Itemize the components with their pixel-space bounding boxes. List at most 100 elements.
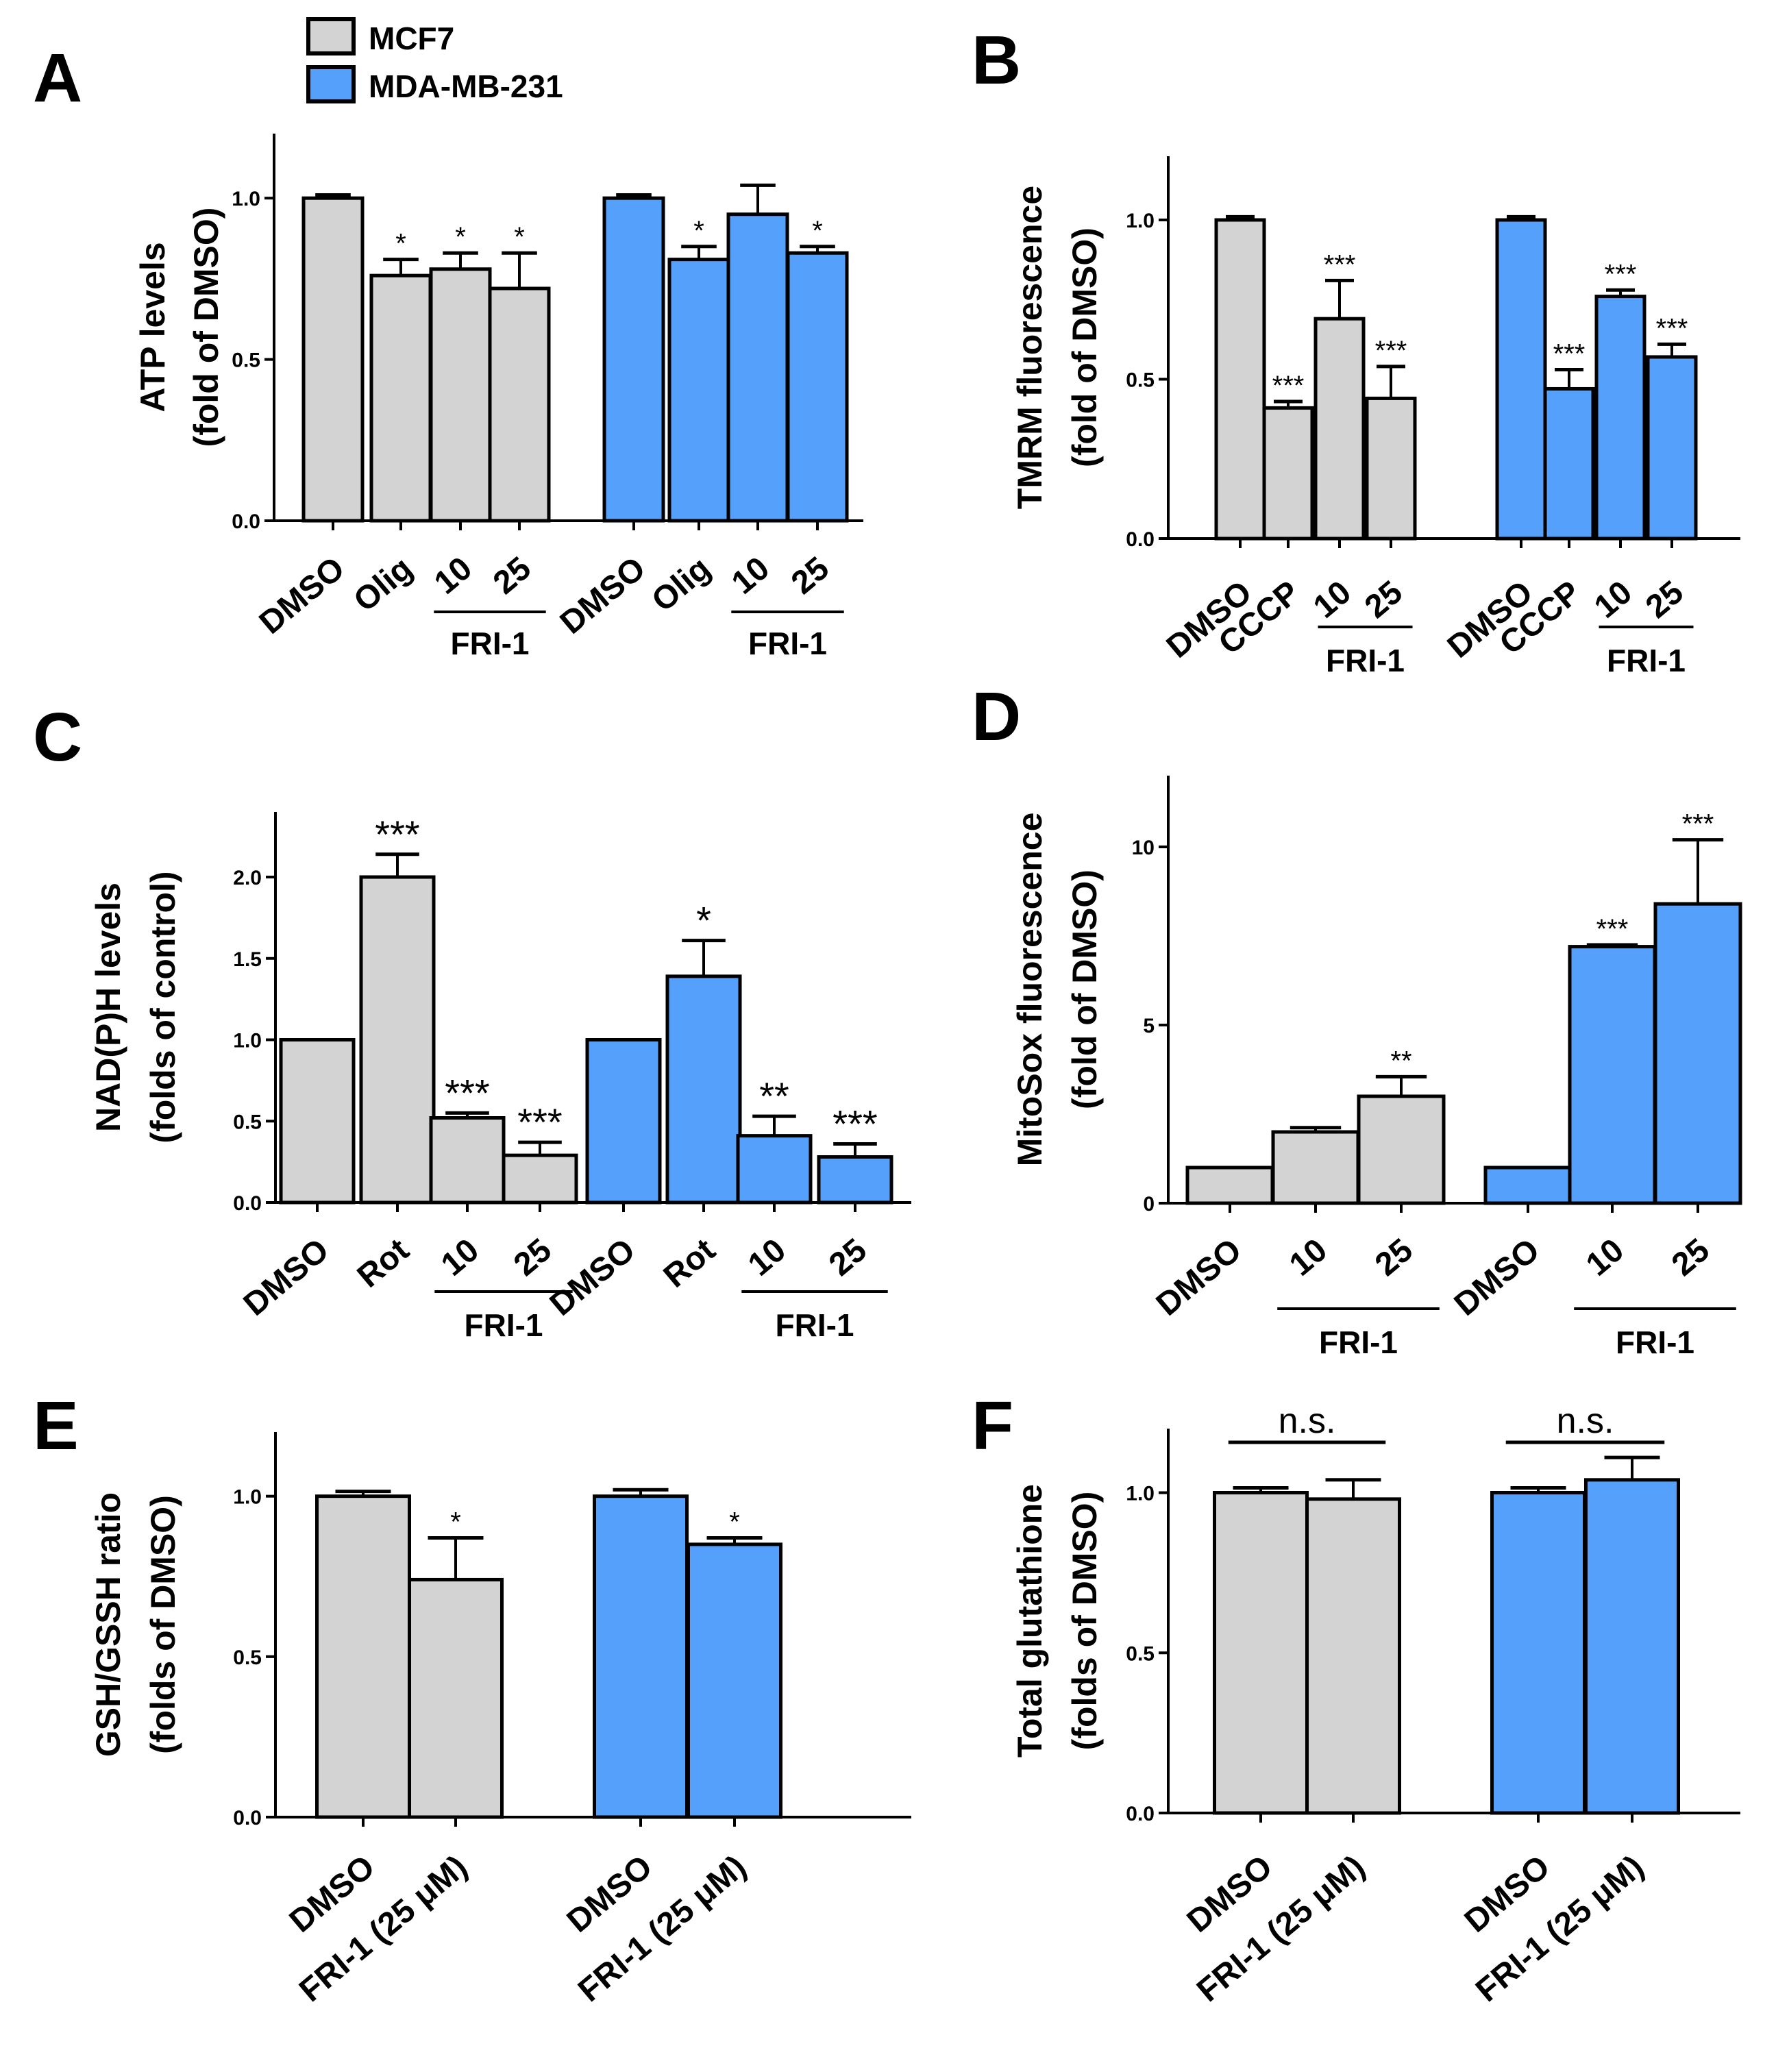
bar: [1584, 1478, 1680, 1815]
panel-letter: A: [33, 40, 82, 116]
panel-a: A 0.0 0.5 1.0 ATP levels (fold of DMSO) DMSO * O…: [33, 40, 863, 661]
significance-marker: ***: [1553, 339, 1586, 369]
y-tick-label: 1.0: [232, 188, 260, 210]
category-label: DMSO: [1448, 1232, 1546, 1323]
category-label: Rot: [657, 1232, 722, 1295]
y-tick-label: 10: [1132, 837, 1155, 859]
bar: [585, 1038, 662, 1205]
bar: [665, 974, 742, 1205]
significance-marker: *: [514, 222, 525, 252]
y-tick-label: 0.5: [233, 1646, 262, 1669]
group-label: FRI-1: [451, 626, 530, 661]
y-axis-label: (folds of control): [144, 871, 182, 1143]
category-label: DMSO: [237, 1232, 336, 1323]
y-axis-label: (folds of DMSO): [1065, 1492, 1104, 1751]
y-axis-label: (fold of DMSO): [187, 208, 225, 447]
bar: [359, 875, 436, 1205]
significance-marker: **: [759, 1074, 789, 1118]
group-label: FRI-1: [1616, 1324, 1694, 1360]
bar: [1214, 218, 1266, 541]
y-axis-label: (fold of DMSO): [1065, 227, 1104, 467]
bar: [315, 1494, 411, 1819]
y-tick-label: 0.5: [1126, 1642, 1155, 1665]
bar: [1568, 945, 1657, 1205]
bar: [602, 196, 665, 523]
panel-letter: E: [33, 1388, 79, 1464]
category-label: FRI-1 (25 μM): [1190, 1849, 1372, 2009]
panel-c: C 0.0 0.5 1.0 1.5 2.0 NAD(P)H levels (folds of …: [33, 699, 911, 1343]
bar: [429, 1116, 506, 1205]
bar: [1271, 1130, 1360, 1205]
legend-label-mcf7: MCF7: [369, 21, 454, 56]
bar: [502, 1153, 578, 1205]
y-tick-label: 1.0: [1126, 210, 1155, 232]
significance-marker: ***: [1656, 313, 1688, 343]
category-label: 25: [1665, 1232, 1716, 1283]
bar: [1262, 406, 1314, 541]
bar: [1543, 386, 1595, 541]
group-label: FRI-1: [465, 1307, 543, 1343]
category-label: 10: [741, 1232, 793, 1283]
panel-d: D 0 5 10 MitoSox fluorescence (fold of DMSO) D…: [972, 678, 1742, 1360]
y-tick-label: 0: [1143, 1193, 1155, 1216]
y-tick-label: 2.0: [233, 867, 262, 889]
category-label: 10: [1283, 1232, 1334, 1283]
bar: [736, 1134, 813, 1205]
category-label: 25: [1368, 1232, 1420, 1283]
ns-label: n.s.: [1279, 1401, 1336, 1441]
significance-marker: ***: [517, 1100, 562, 1144]
legend-swatch-mda-mb-231: [306, 65, 356, 103]
significance-marker: ***: [375, 813, 419, 856]
category-label: 25: [1358, 574, 1409, 626]
bar: [593, 1494, 689, 1819]
bar: [667, 258, 730, 523]
bar: [1185, 1166, 1274, 1205]
category-label: 25: [822, 1232, 874, 1283]
bar: [1365, 396, 1417, 541]
category-label: DMSO: [543, 1232, 642, 1323]
bar: [687, 1542, 782, 1819]
significance-marker: ***: [1272, 371, 1305, 401]
category-label: 10: [1307, 574, 1358, 626]
significance-marker: ***: [1596, 914, 1629, 944]
bar: [1213, 1491, 1309, 1815]
significance-marker: *: [812, 216, 823, 246]
category-label: 25: [507, 1232, 558, 1283]
y-tick-label: 5: [1143, 1015, 1155, 1037]
category-label: FRI-1 (25 μM): [1469, 1849, 1651, 2009]
panel-letter: D: [972, 678, 1021, 755]
bar: [786, 251, 849, 523]
group-label: FRI-1: [1319, 1324, 1398, 1360]
significance-marker: ***: [1324, 249, 1356, 280]
bar: [817, 1155, 893, 1205]
bar: [1483, 1166, 1572, 1205]
category-label: 25: [486, 550, 538, 602]
y-tick-label: 0.5: [232, 349, 260, 372]
category-label: 10: [428, 550, 479, 602]
panel-b: B 0.0 0.5 1.0 TMRM fluorescence (fold of DMSO…: [972, 22, 1740, 678]
category-label: FRI-1 (25 μM): [293, 1849, 474, 2009]
ns-label: n.s.: [1557, 1401, 1614, 1441]
panel-letter: C: [33, 699, 82, 776]
legend-swatch-mcf7: [306, 17, 356, 56]
bar: [369, 273, 432, 523]
panel-letter: F: [972, 1388, 1013, 1464]
group-label: FRI-1: [776, 1307, 854, 1343]
category-label: 25: [785, 550, 836, 602]
y-tick-label: 0.0: [1126, 1803, 1155, 1825]
group-label: FRI-1: [748, 626, 827, 661]
category-label: Olig: [347, 550, 420, 619]
y-tick-label: 1.0: [233, 1486, 262, 1509]
category-label: DMSO: [253, 550, 352, 641]
significance-marker: ***: [1375, 336, 1407, 366]
y-tick-label: 0.5: [233, 1111, 262, 1133]
bar: [1490, 1491, 1586, 1815]
y-tick-label: 1.5: [233, 948, 262, 971]
significance-marker: *: [693, 216, 704, 246]
bar: [429, 267, 492, 523]
bar: [488, 286, 551, 523]
bar: [1594, 295, 1646, 541]
y-tick-label: 0.0: [1126, 528, 1155, 551]
y-tick-label: 1.0: [1126, 1483, 1155, 1505]
